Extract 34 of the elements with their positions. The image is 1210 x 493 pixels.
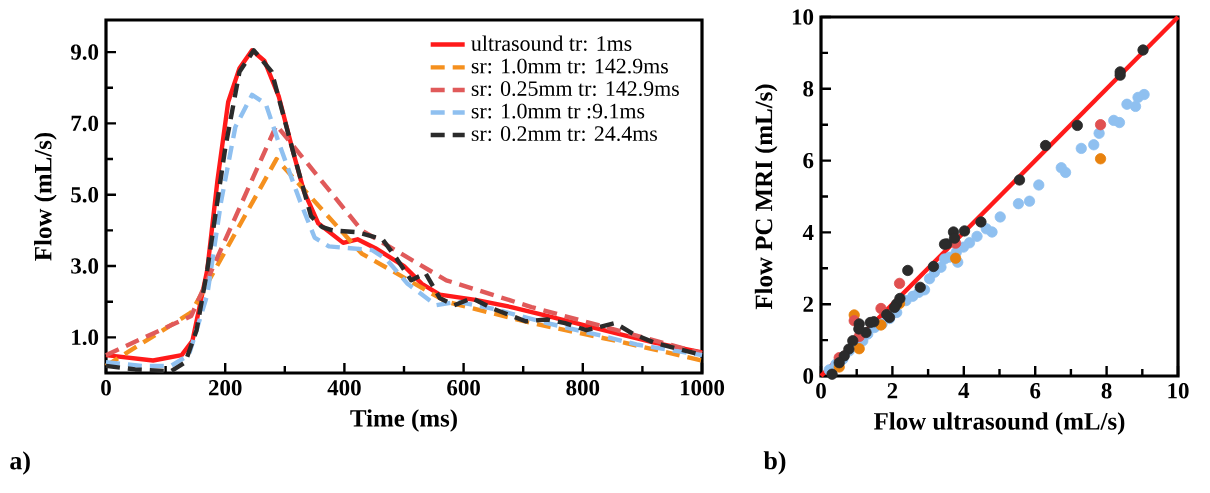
y-tick-label: 6 bbox=[803, 152, 814, 169]
x-tick-label: 4 bbox=[958, 383, 970, 399]
text: b) bbox=[763, 451, 786, 475]
y-tick-label: 3.0 bbox=[71, 258, 99, 274]
legend-label: sr: 1.0mm tr :9.1ms bbox=[471, 103, 645, 119]
y-tick-label: 7.0 bbox=[71, 115, 99, 132]
x-tick-label: 800 bbox=[566, 380, 600, 396]
y-tick-label: 5.0 bbox=[71, 186, 99, 203]
y-axis-title: Flow (mL/s) bbox=[34, 132, 57, 261]
x-axis-title: Flow ultrasound (mL/s) bbox=[874, 412, 1125, 435]
legend-label: sr: 1.0mm tr: 142.9ms bbox=[471, 58, 668, 74]
y-tick-label: 2 bbox=[803, 296, 813, 312]
y-tick-label: 1.0 bbox=[72, 329, 99, 346]
x-tick-label: 0 bbox=[101, 380, 111, 396]
y-axis-title: Flow PC MRI (mL/s) bbox=[754, 84, 778, 310]
x-tick-label: 1000 bbox=[680, 380, 725, 396]
y-tick-label: 8 bbox=[803, 81, 814, 97]
x-tick-label: 2 bbox=[887, 383, 898, 399]
legend-label: sr: 0.25mm tr: 142.9ms bbox=[471, 81, 679, 97]
legend-label: ultrasound tr: 1ms bbox=[471, 35, 632, 51]
y-tick-label: 9.0 bbox=[70, 44, 99, 60]
x-tick-label: 10 bbox=[1168, 383, 1189, 399]
legend-label: sr: 0.2mm tr: 24.4ms bbox=[471, 126, 657, 142]
x-tick-label: 400 bbox=[327, 380, 361, 396]
text: a) bbox=[10, 451, 30, 475]
x-tick-label: 8 bbox=[1101, 383, 1112, 399]
x-tick-label: 6 bbox=[1030, 383, 1041, 399]
x-tick-label: 0 bbox=[816, 383, 826, 399]
y-tick-label: 0 bbox=[803, 368, 814, 384]
y-tick-label: 10 bbox=[792, 9, 814, 25]
y-tick-label: 4 bbox=[802, 224, 814, 240]
x-tick-label: 200 bbox=[208, 380, 242, 396]
x-tick-label: 600 bbox=[447, 380, 480, 396]
x-axis-title: Time (ms) bbox=[350, 409, 457, 432]
